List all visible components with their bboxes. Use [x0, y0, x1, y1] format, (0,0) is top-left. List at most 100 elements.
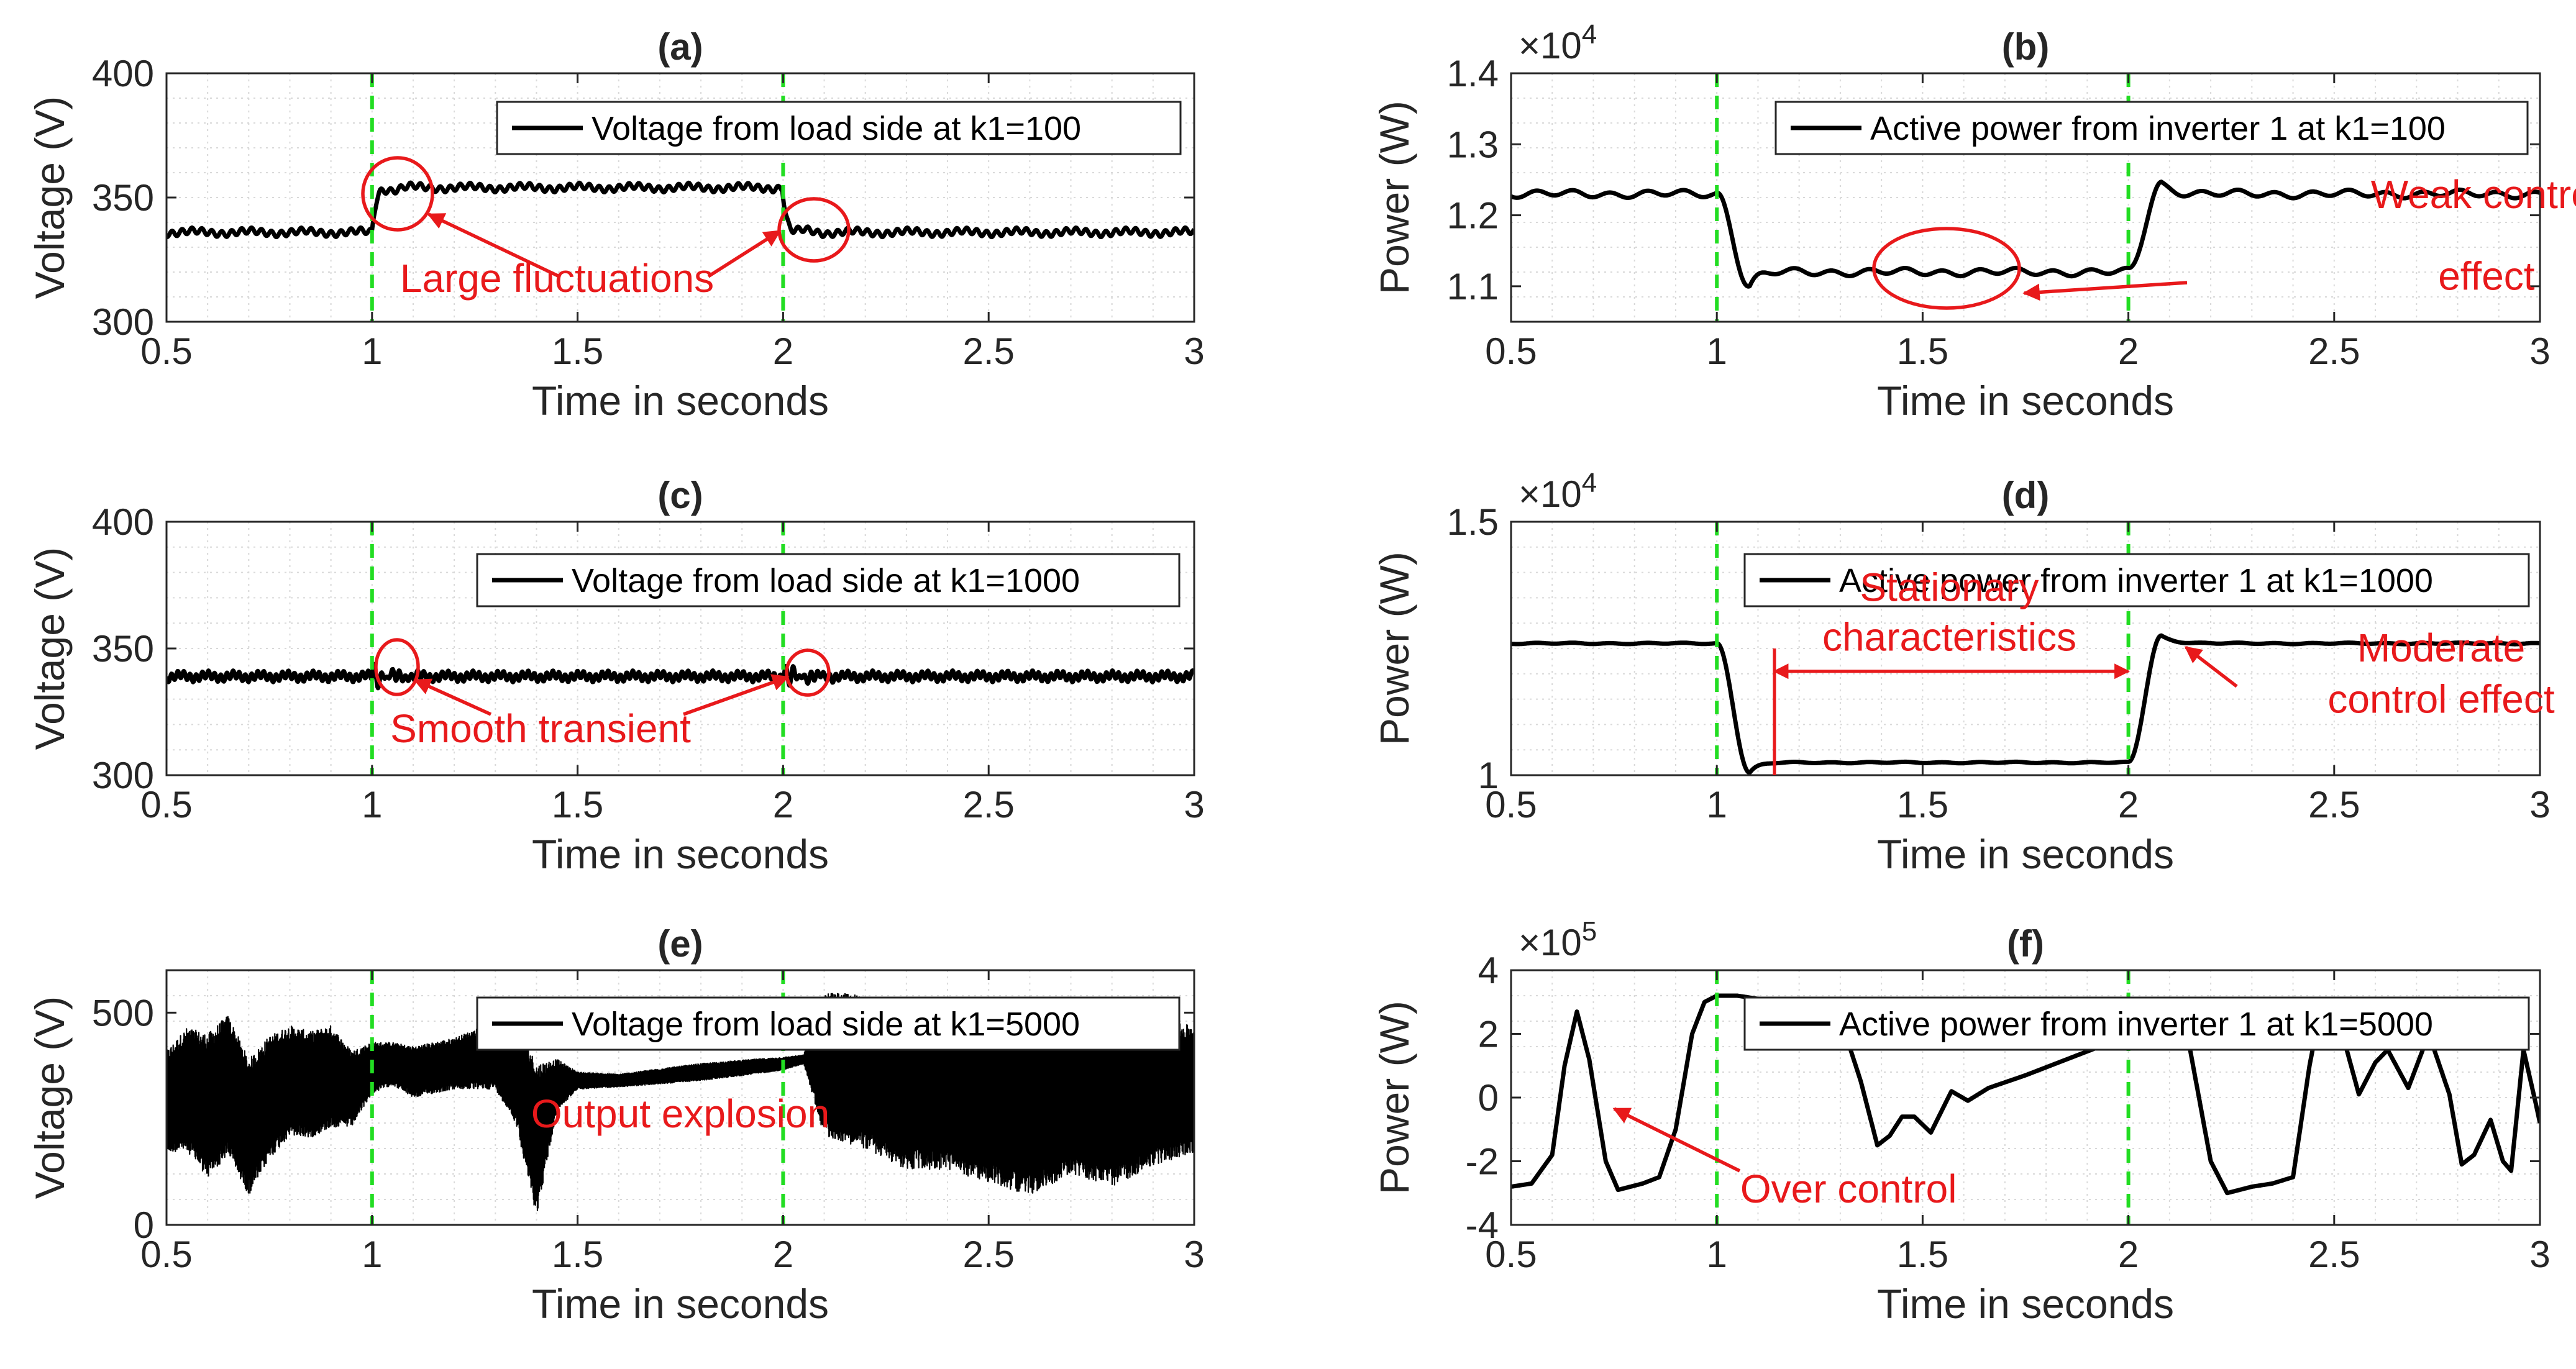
annotation-3: control effect [2327, 677, 2554, 722]
y-tick-label: 2 [1478, 1014, 1499, 1055]
series-line [167, 993, 1194, 1211]
y-tick-label: 1.5 [1447, 501, 1499, 543]
axes-box [1510, 72, 2541, 323]
x-tick-label: 1.5 [552, 784, 603, 825]
x-tick-label: 2.5 [962, 784, 1014, 825]
series-line [167, 180, 1194, 240]
panel-b: 0.5 1 1.5 2 2.5 3 1.1 1.2 1.3 1.4 (b) Time in secon… [1371, 19, 2576, 424]
y-tick-label: 4 [1478, 950, 1499, 991]
legend-box [1774, 101, 2529, 155]
annotation-0: Weak control [2371, 172, 2576, 217]
panel-d: 0.5 1 1.5 2 2.5 311.5(d)Time in secondsPower … [1371, 468, 2555, 877]
highlight-ellipse-a2 [777, 197, 851, 263]
y-tick-label: 500 [92, 992, 154, 1034]
x-tick-label: 2 [2118, 1234, 2139, 1275]
legend-label: Voltage from load side at k1=100 [591, 110, 1081, 147]
x-tick-label: 0.5 [1485, 330, 1537, 372]
y-tick-label: -4 [1466, 1204, 1499, 1246]
x-tick-label: 1 [362, 1234, 382, 1275]
y-axis-label: Power (W) [1371, 552, 1417, 745]
y-tick-label: 1 [1478, 755, 1499, 796]
x-tick-label: 2 [773, 784, 793, 825]
panel-e: 0.5 1 1.5 2 2.5 3 0 500 (e) Time in seconds Voltag… [27, 923, 1205, 1327]
y-axis-label: Voltage (V) [27, 96, 73, 299]
y-axis-label: Voltage (V) [27, 547, 73, 750]
annotation-0: Smooth transient [390, 706, 691, 751]
arrow-a2 [707, 229, 782, 278]
x-tick-label: 3 [2529, 784, 2550, 825]
y-tick-label: 350 [92, 177, 154, 219]
legend-label: Active power from inverter 1 at k1=1000 [1839, 562, 2433, 599]
y-exponent: ×104 [1519, 468, 1597, 515]
annotation-0: Over control [1740, 1167, 1957, 1211]
y-exponent-power: 4 [1582, 468, 1597, 498]
legend-box [476, 996, 1181, 1051]
arrow-a1 [427, 212, 560, 278]
y-tick-label: 1.3 [1447, 124, 1499, 165]
x-axis-label: Time in seconds [532, 1281, 829, 1327]
x-axis-label: Time in seconds [1877, 378, 2174, 424]
panel-title: (c) [657, 475, 703, 516]
series-line [1511, 993, 2540, 1196]
x-axis-label: Time in seconds [532, 378, 829, 424]
x-tick-label: 2.5 [962, 330, 1014, 372]
y-exponent-base: ×10 [1519, 922, 1582, 963]
x-tick-label: 0.5 [140, 1234, 192, 1275]
arrow-b [2022, 281, 2188, 301]
x-tick-label: 2.5 [2308, 1234, 2360, 1275]
x-tick-label: 1 [1707, 1234, 1727, 1275]
arrow-c2 [683, 674, 790, 716]
arrow-d [2184, 645, 2238, 688]
panel-c: 0.5 1 1.5 2 2.5 3 300 350 400 (c) Time in seconds V… [27, 475, 1205, 877]
x-tick-label: 0.5 [140, 330, 192, 372]
y-exponent: ×104 [1519, 19, 1597, 66]
y-exponent-base: ×10 [1519, 25, 1582, 66]
x-tick-label: 3 [1184, 1234, 1204, 1275]
y-tick-label: 1.2 [1447, 195, 1499, 237]
y-axis-label: Power (W) [1371, 101, 1417, 294]
y-exponent-power: 5 [1582, 916, 1597, 947]
y-exponent: ×105 [1519, 916, 1597, 963]
x-tick-label: 0.5 [1485, 1234, 1537, 1275]
y-tick-label: -2 [1466, 1141, 1499, 1183]
x-tick-label: 2 [773, 1234, 793, 1275]
legend-label: Active power from inverter 1 at k1=5000 [1839, 1006, 2433, 1043]
x-axis-label: Time in seconds [1877, 1281, 2174, 1327]
y-axis-label: Voltage (V) [27, 996, 73, 1199]
y-tick-label: 0 [1478, 1077, 1499, 1119]
panel-title: (b) [2002, 26, 2050, 68]
y-tick-label: 300 [92, 755, 154, 796]
x-tick-label: 1.5 [1897, 784, 1948, 825]
highlight-ellipse-b [1872, 227, 2021, 310]
x-axis-label: Time in seconds [1877, 831, 2174, 877]
x-tick-label: 3 [1184, 784, 1204, 825]
highlight-ellipse-c2 [785, 648, 831, 697]
x-tick-label: 1.5 [552, 330, 603, 372]
panel-title: (d) [2002, 475, 2050, 516]
x-tick-label: 2.5 [2308, 784, 2360, 825]
legend-label: Active power from inverter 1 at k1=100 [1870, 110, 2446, 147]
x-tick-label: 0.5 [140, 784, 192, 825]
x-tick-label: 3 [2529, 330, 2550, 372]
annotation-marks [361, 156, 2238, 1173]
x-axis-label: Time in seconds [532, 831, 829, 877]
y-tick-label: 400 [92, 53, 154, 94]
x-tick-label: 1 [362, 330, 382, 372]
y-axis-label: Power (W) [1371, 1001, 1417, 1194]
panel-title: (e) [657, 923, 703, 965]
panel-f: 0.5 1 1.5 2 2.5 3 -4 -2 0 2 4 (f) Time in seconds Pow… [1371, 916, 2551, 1327]
x-tick-label: 1 [1707, 784, 1727, 825]
y-exponent-power: 4 [1582, 19, 1597, 50]
annotation-1: effect [2438, 254, 2535, 299]
legend-label: Voltage from load side at k1=1000 [572, 562, 1080, 599]
panel-title: (f) [2007, 923, 2044, 965]
y-exponent-base: ×10 [1519, 473, 1582, 515]
annotation-1: characteristics [1822, 614, 2076, 659]
series-line [167, 662, 1194, 691]
x-tick-label: 1 [1707, 330, 1727, 372]
annotation-2: Moderate [2357, 625, 2525, 670]
y-tick-label: 1.1 [1447, 266, 1499, 307]
y-tick-label: 0 [134, 1204, 154, 1246]
axes-box [165, 969, 1195, 1226]
